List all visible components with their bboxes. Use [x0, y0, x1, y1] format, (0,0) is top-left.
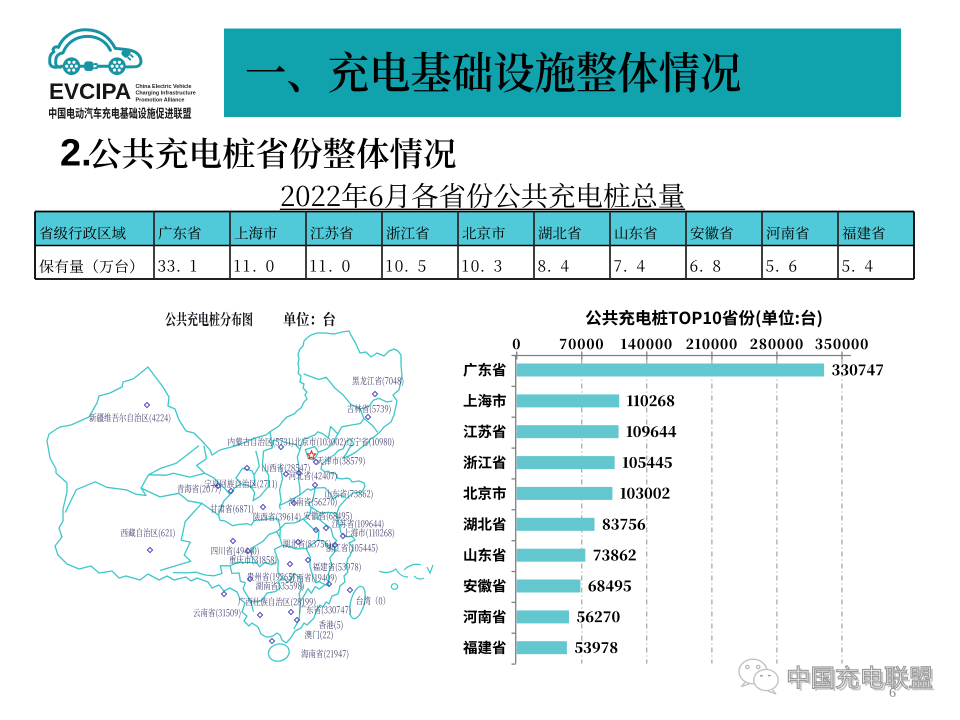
svg-text:2.: 2.	[60, 133, 92, 175]
svg-text:Promotion Alliance: Promotion Alliance	[136, 97, 185, 103]
svg-text:China Electric Vehicle: China Electric Vehicle	[136, 84, 192, 90]
svg-text:Charging Infrastructure: Charging Infrastructure	[136, 91, 196, 97]
svg-text:EVCIPA: EVCIPA	[49, 79, 131, 104]
svg-text:6: 6	[889, 686, 896, 701]
